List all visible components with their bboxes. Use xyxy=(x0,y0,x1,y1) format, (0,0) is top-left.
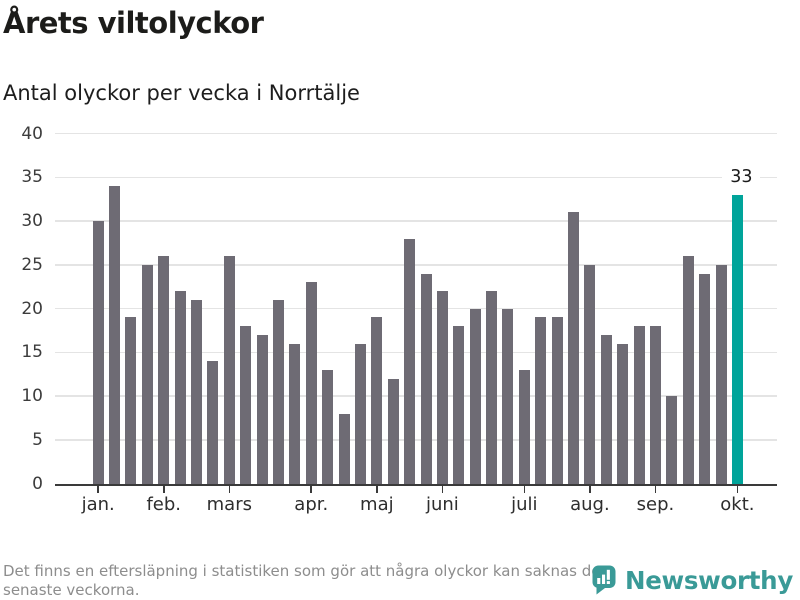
x-axis-tick-juli xyxy=(523,485,526,493)
bar-week-9 xyxy=(223,256,235,484)
bar-week-39 xyxy=(715,264,727,484)
x-axis-tick-maj xyxy=(376,485,378,493)
bar-week-18 xyxy=(371,317,383,484)
bar-week-21 xyxy=(420,273,432,484)
bar-week-14 xyxy=(305,282,317,484)
chart-subtitle: Antal olyckor per vecka i Norrtälje xyxy=(3,81,360,105)
bar-week-34 xyxy=(633,326,645,484)
y-axis-label-35: 35 xyxy=(21,167,43,188)
newsworthy-wordmark: Newsworthy xyxy=(624,565,793,595)
x-axis-tick-jan xyxy=(97,485,99,493)
bar-week-8 xyxy=(207,361,219,484)
x-axis-label-apr: apr. xyxy=(294,494,329,515)
x-axis-label-aug: aug. xyxy=(570,494,610,515)
bar-week-36 xyxy=(666,396,678,484)
bar-week-5 xyxy=(158,256,170,484)
bar-week-35 xyxy=(649,326,661,484)
bar-week-2 xyxy=(109,186,121,484)
newsworthy-logo[interactable]: Newsworthy xyxy=(592,565,793,595)
bar-week-12 xyxy=(272,299,284,484)
y-axis-label-15: 15 xyxy=(21,342,43,363)
y-axis-label-10: 10 xyxy=(21,386,43,406)
x-axis-tick-aug xyxy=(589,485,591,493)
bar-week-29 xyxy=(551,317,563,484)
gridline-25 xyxy=(55,264,777,266)
bar-week-22 xyxy=(436,291,448,484)
bar-week-3 xyxy=(125,317,137,484)
x-axis-label-juni: juni xyxy=(425,494,459,515)
bar-week-4 xyxy=(141,264,153,484)
bar-week-31 xyxy=(584,264,596,484)
bar-week-16 xyxy=(338,413,350,484)
x-axis-tick-sep xyxy=(654,485,657,493)
footnote: Det finns en eftersläpning i statistiken… xyxy=(3,562,600,600)
x-axis-label-sep: sep. xyxy=(636,494,675,515)
bar-week-7 xyxy=(191,299,203,484)
bar-week-19 xyxy=(387,378,399,484)
x-axis-label-okt: okt. xyxy=(720,494,755,515)
bar-week-33 xyxy=(617,343,629,484)
footnote-line-2: senaste veckorna. xyxy=(3,581,140,599)
bar-week-24 xyxy=(469,308,481,484)
x-axis-tick-juni xyxy=(441,485,444,493)
x-axis-tick-apr xyxy=(310,485,313,493)
bar-week-13 xyxy=(289,343,301,484)
gridline-10 xyxy=(55,395,777,397)
bar-week-10 xyxy=(240,326,252,484)
bar-week-32 xyxy=(600,334,612,484)
x-axis-label-jan: jan. xyxy=(81,494,115,515)
bar-week-28 xyxy=(535,317,547,484)
gridline-35 xyxy=(55,176,777,178)
bar-week-23 xyxy=(453,326,465,484)
gridline-15 xyxy=(55,351,777,353)
x-axis-label-maj: maj xyxy=(360,494,394,515)
bar-week-26 xyxy=(502,308,514,484)
x-axis-tick-mars xyxy=(228,485,231,493)
newsworthy-bubble-chart-icon xyxy=(592,565,616,595)
x-axis-line xyxy=(55,483,777,486)
bar-week-25 xyxy=(486,291,498,484)
y-axis-label-5: 5 xyxy=(32,429,43,450)
bar-week-11 xyxy=(256,334,268,484)
x-axis-tick-okt xyxy=(736,485,739,493)
bar-week-37 xyxy=(682,256,694,484)
highlight-value-label: 33 xyxy=(722,166,761,187)
bar-week-6 xyxy=(174,291,186,484)
bar-week-27 xyxy=(518,369,530,484)
gridline-20 xyxy=(55,307,777,310)
bar-week-40 xyxy=(731,194,743,484)
y-axis-label-40: 40 xyxy=(21,123,43,144)
bar-week-20 xyxy=(404,238,416,484)
gridline-5 xyxy=(55,439,777,441)
bar-week-38 xyxy=(699,273,711,484)
x-axis-label-juli: juli xyxy=(511,494,538,515)
bar-week-15 xyxy=(322,369,334,484)
footnote-line-1: Det finns en eftersläpning i statistiken… xyxy=(3,562,601,580)
x-axis-label-feb: feb. xyxy=(146,494,182,515)
bar-week-1 xyxy=(92,221,104,484)
chart-title: Årets viltolyckor xyxy=(3,6,264,40)
x-axis-label-mars: mars xyxy=(206,494,252,515)
y-axis-label-0: 0 xyxy=(32,473,43,494)
bar-week-17 xyxy=(354,343,366,484)
y-axis-label-20: 20 xyxy=(21,298,43,319)
gridline-30 xyxy=(55,220,777,222)
x-axis-tick-feb xyxy=(162,485,165,493)
bar-week-30 xyxy=(568,212,579,484)
y-axis-label-25: 25 xyxy=(21,254,43,275)
y-axis-label-30: 30 xyxy=(21,211,43,231)
gridline-40 xyxy=(55,132,777,135)
